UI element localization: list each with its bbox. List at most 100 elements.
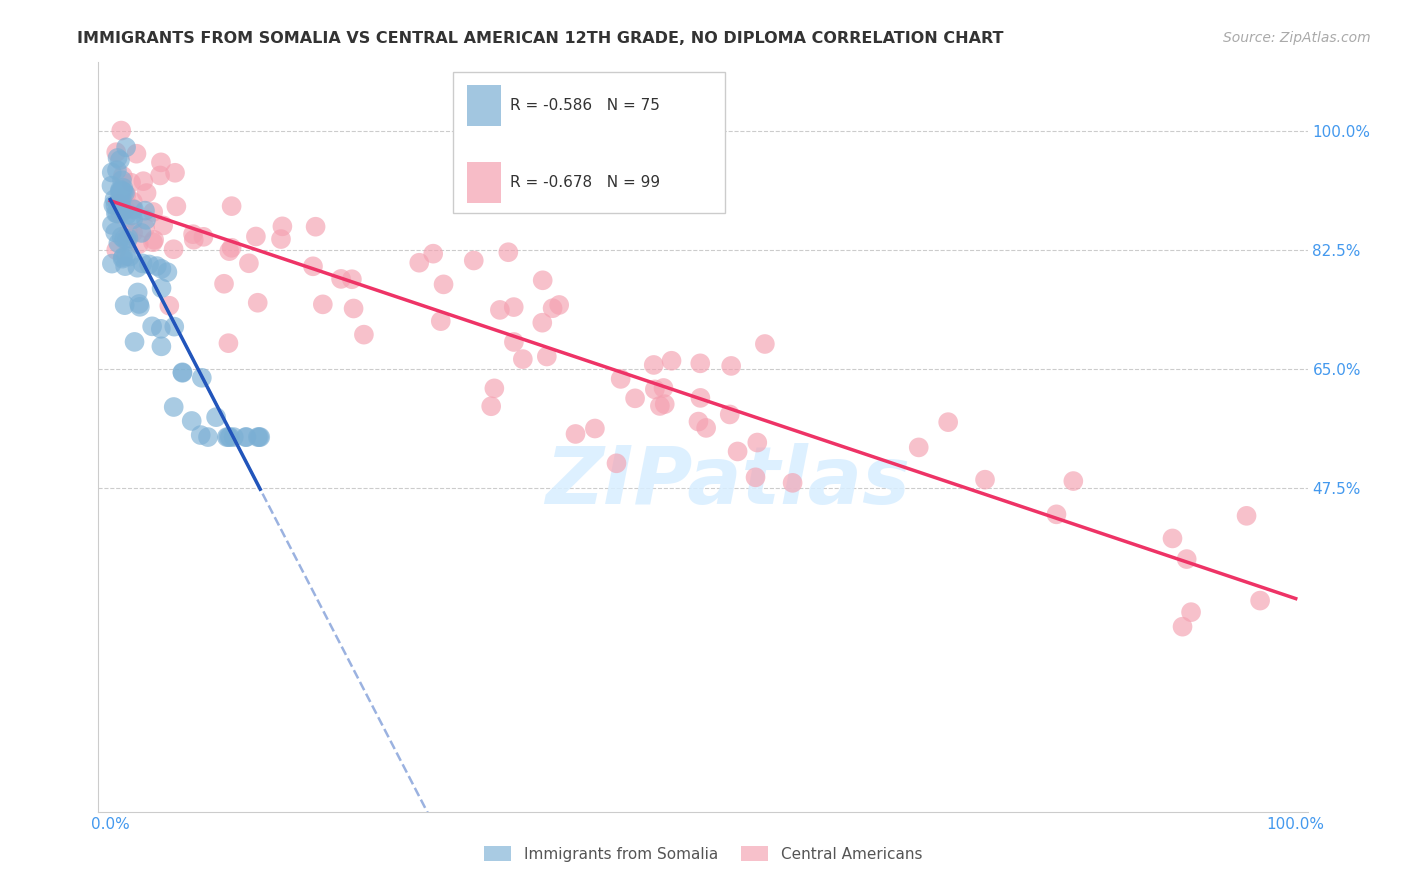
Point <box>124 334 146 349</box>
Point <box>689 356 711 370</box>
FancyBboxPatch shape <box>453 72 724 213</box>
Point <box>122 212 145 227</box>
Point <box>125 146 148 161</box>
Point <box>180 414 202 428</box>
Point <box>609 372 631 386</box>
Point <box>541 301 564 316</box>
Point <box>271 219 294 234</box>
Text: R = -0.678   N = 99: R = -0.678 N = 99 <box>509 175 659 190</box>
Point <box>122 226 145 240</box>
Point <box>212 277 235 291</box>
Point <box>104 198 127 212</box>
Point <box>1171 620 1194 634</box>
Point <box>270 232 292 246</box>
Point <box>112 203 135 218</box>
Point <box>115 233 138 247</box>
Point <box>114 259 136 273</box>
Point <box>111 193 134 207</box>
Point <box>157 299 180 313</box>
Point <box>156 265 179 279</box>
Point <box>111 184 134 198</box>
Point <box>689 391 711 405</box>
Point <box>688 415 710 429</box>
Point <box>100 165 122 179</box>
Point <box>644 383 666 397</box>
Point <box>105 243 128 257</box>
Point <box>205 410 228 425</box>
Point <box>134 220 156 235</box>
Point <box>121 202 143 216</box>
Point <box>312 297 335 311</box>
Point <box>108 182 131 196</box>
Point <box>141 319 163 334</box>
Point <box>142 235 165 250</box>
Point <box>165 199 187 213</box>
Point <box>110 194 132 209</box>
Point <box>330 272 353 286</box>
Point <box>245 229 267 244</box>
FancyBboxPatch shape <box>467 162 501 203</box>
Point <box>605 456 627 470</box>
Point <box>181 227 204 242</box>
Point <box>112 232 135 246</box>
Point <box>150 261 173 276</box>
Point <box>197 430 219 444</box>
Point <box>118 250 141 264</box>
Point <box>110 207 132 221</box>
Point <box>782 475 804 490</box>
Point <box>221 241 243 255</box>
Point <box>105 145 128 160</box>
Point <box>727 444 749 458</box>
Point <box>138 257 160 271</box>
Point <box>247 430 270 444</box>
Point <box>108 153 131 168</box>
Point <box>115 249 138 263</box>
Point <box>172 365 194 379</box>
Point <box>429 314 451 328</box>
Point <box>936 415 959 429</box>
Point <box>643 358 665 372</box>
Point <box>120 176 142 190</box>
Point <box>108 185 131 199</box>
Point <box>1045 508 1067 522</box>
Point <box>1249 593 1271 607</box>
Point <box>107 236 129 251</box>
Point <box>104 206 127 220</box>
FancyBboxPatch shape <box>467 85 501 126</box>
Point <box>111 173 134 187</box>
Point <box>479 399 502 413</box>
Point <box>583 421 606 435</box>
Point <box>104 225 127 239</box>
Point <box>353 327 375 342</box>
Point <box>114 298 136 312</box>
Point <box>484 381 506 395</box>
Text: Source: ZipAtlas.com: Source: ZipAtlas.com <box>1223 31 1371 45</box>
Point <box>115 208 138 222</box>
Point <box>143 233 166 247</box>
Point <box>127 285 149 300</box>
Point <box>114 186 136 200</box>
Point <box>190 428 212 442</box>
Point <box>1062 474 1084 488</box>
Text: IMMIGRANTS FROM SOMALIA VS CENTRAL AMERICAN 12TH GRADE, NO DIPLOMA CORRELATION C: IMMIGRANTS FROM SOMALIA VS CENTRAL AMERI… <box>77 31 1004 46</box>
Point <box>100 178 122 193</box>
Point <box>149 169 172 183</box>
Point <box>564 426 586 441</box>
Point <box>652 381 675 395</box>
Point <box>1180 605 1202 619</box>
Legend: Immigrants from Somalia, Central Americans: Immigrants from Somalia, Central America… <box>478 839 928 868</box>
Point <box>215 430 238 444</box>
Point <box>536 350 558 364</box>
Point <box>432 277 454 292</box>
Point <box>128 237 150 252</box>
Point <box>1175 552 1198 566</box>
Point <box>163 400 186 414</box>
Point <box>112 181 135 195</box>
Point <box>183 233 205 247</box>
Point <box>747 435 769 450</box>
Point <box>974 473 997 487</box>
Point <box>135 212 157 227</box>
Point <box>115 187 138 202</box>
Point <box>512 352 534 367</box>
Point <box>117 231 139 245</box>
